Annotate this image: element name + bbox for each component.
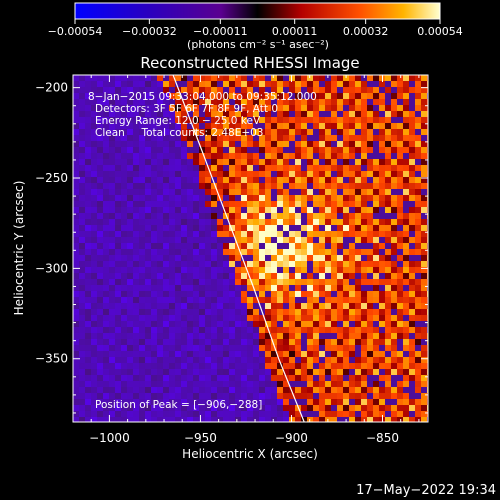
colorbar-unit-label: (photons cm⁻² s⁻¹ asec⁻²): [187, 38, 329, 51]
solar-limb-curve: [172, 75, 305, 422]
annotation-energy-range: Energy Range: 12.0 − 25.0 keV: [95, 115, 261, 127]
colorbar-tick-label: 0.00032: [343, 25, 389, 38]
plot-frame: [72, 74, 429, 423]
annotation-detectors: Detectors: 3F 5F 6F 7F 8F 9F, Att 0: [95, 103, 278, 115]
date-stamp: 17−May−2022 19:34: [356, 483, 496, 498]
y-tick-label: −250: [35, 171, 68, 185]
observation-annotations: 8−Jan−2015 09:33:04.000 to 09:35:12.000 …: [88, 91, 317, 411]
colorbar-tick-label: −0.00054: [48, 25, 103, 38]
annotation-time-range: 8−Jan−2015 09:33:04.000 to 09:35:12.000: [88, 91, 317, 103]
y-tick-label: −200: [35, 81, 68, 95]
x-tick-label: −1000: [89, 431, 130, 445]
colorbar-tick-label: −0.00011: [193, 25, 248, 38]
colorbar-tick-label: 0.00011: [272, 25, 318, 38]
y-tick-label: −350: [35, 352, 68, 366]
annotation-clean-counts: Clean Total counts: 2.48E+03: [95, 127, 264, 139]
x-tick-label: −900: [275, 431, 308, 445]
colorbar-ticks: [74, 19, 441, 24]
x-axis-label: Heliocentric X (arcsec): [182, 447, 318, 461]
x-tick-label: −850: [366, 431, 399, 445]
colorbar: [74, 2, 441, 20]
axes: −1000 −950 −900 −850 −200 −250 −300 −350: [35, 75, 428, 445]
colorbar-tick-label: 0.00054: [417, 25, 463, 38]
chart-title: Reconstructed RHESSI Image: [140, 54, 359, 72]
y-tick-label: −300: [35, 261, 68, 275]
x-tick-label: −950: [184, 431, 217, 445]
annotation-peak-position: Position of Peak = [−906,−288]: [95, 399, 262, 411]
y-axis-label: Heliocentric Y (arcsec): [12, 181, 26, 316]
colorbar-tick-labels: −0.00054 −0.00032 −0.00011 0.00011 0.00032 0.…: [48, 25, 463, 38]
colorbar-tick-label: −0.00032: [122, 25, 177, 38]
